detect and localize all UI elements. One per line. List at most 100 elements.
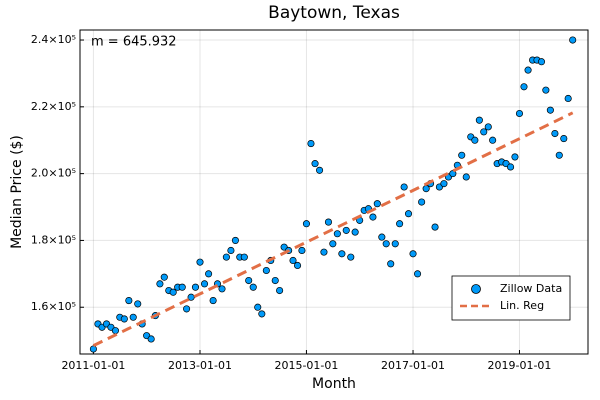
legend-label: Lin. Reg — [500, 299, 544, 312]
data-point — [369, 213, 377, 221]
data-point — [351, 228, 359, 236]
x-tick-label: 2019-01-01 — [488, 359, 552, 372]
data-point — [147, 335, 155, 343]
x-tick-label: 2011-01-01 — [61, 359, 125, 372]
data-point — [551, 129, 559, 138]
y-tick-label: 1.6×10⁵ — [31, 300, 76, 313]
data-point — [307, 140, 315, 148]
x-tick-label: 2015-01-01 — [274, 359, 338, 372]
data-point — [475, 116, 483, 124]
data-point — [183, 305, 191, 313]
data-point — [431, 223, 439, 231]
data-point — [276, 286, 284, 295]
data-point — [560, 135, 568, 143]
data-point — [222, 253, 230, 261]
data-point — [347, 253, 355, 261]
data-point — [178, 283, 186, 291]
legend-marker — [471, 284, 481, 294]
data-point — [546, 106, 554, 114]
data-point — [418, 198, 426, 206]
data-point — [156, 280, 164, 288]
data-point — [373, 200, 381, 208]
data-point — [293, 261, 302, 270]
data-point — [511, 153, 519, 161]
data-point — [564, 94, 572, 103]
data-point — [378, 233, 386, 241]
data-point — [191, 283, 200, 291]
data-point — [129, 313, 137, 321]
data-point — [520, 83, 528, 91]
data-point — [537, 58, 546, 66]
data-point — [462, 173, 470, 181]
data-point — [440, 180, 448, 188]
legend-label: Zillow Data — [500, 282, 562, 295]
y-tick-label: 1.8×10⁵ — [31, 233, 76, 246]
data-point — [396, 220, 404, 228]
data-point — [196, 258, 204, 266]
data-point — [316, 166, 324, 174]
data-point — [387, 260, 395, 268]
y-tick-label: 2.0×10⁵ — [31, 167, 76, 180]
data-point — [507, 163, 515, 171]
data-point — [205, 270, 213, 278]
data-point — [409, 250, 417, 258]
data-point — [391, 240, 399, 248]
data-point — [400, 183, 408, 191]
x-axis-label: Month — [312, 376, 356, 392]
data-point — [111, 327, 119, 335]
data-point — [311, 160, 319, 168]
data-point — [542, 86, 550, 94]
data-point — [342, 226, 350, 234]
x-tick-label: 2013-01-01 — [168, 359, 232, 372]
data-point — [524, 66, 532, 74]
data-point — [262, 266, 270, 275]
data-point — [200, 280, 209, 288]
data-point — [125, 297, 133, 305]
y-tick-label: 2.2×10⁵ — [31, 100, 76, 113]
data-point — [320, 248, 328, 256]
data-point — [404, 210, 413, 218]
data-point — [298, 246, 306, 255]
data-point — [160, 273, 168, 281]
data-point — [271, 276, 279, 285]
data-point — [249, 283, 257, 291]
data-point — [338, 250, 346, 258]
data-point — [329, 240, 337, 248]
data-point — [458, 151, 466, 159]
data-point — [489, 136, 497, 144]
data-point — [302, 220, 310, 228]
data-point — [227, 246, 235, 255]
data-point — [333, 230, 341, 238]
data-point — [245, 276, 253, 285]
data-point — [555, 151, 563, 159]
data-point — [231, 236, 239, 244]
annotation: m = 645.932 — [91, 35, 177, 50]
regression-line — [92, 111, 574, 347]
data-point — [187, 293, 195, 301]
data-point — [218, 285, 226, 293]
data-point — [240, 253, 248, 261]
legend-box — [451, 275, 571, 321]
data-point — [515, 109, 524, 118]
data-point — [413, 270, 422, 278]
data-point — [120, 315, 128, 323]
data-point — [254, 303, 262, 311]
data-point — [289, 256, 297, 265]
data-point — [382, 240, 390, 248]
data-point — [471, 136, 479, 144]
chart-title: Baytown, Texas — [268, 3, 400, 23]
y-tick-label: 2.4×10⁵ — [31, 33, 76, 46]
y-axis-label: Median Price ($) — [9, 135, 25, 249]
x-tick-label: 2017-01-01 — [381, 359, 445, 372]
data-point — [449, 170, 457, 178]
plot-frame — [79, 29, 589, 355]
data-point — [258, 310, 266, 318]
data-point — [89, 345, 97, 353]
data-point — [480, 128, 488, 136]
data-point — [569, 36, 577, 44]
data-point — [484, 123, 492, 131]
data-point — [134, 300, 142, 308]
data-point — [324, 218, 333, 226]
